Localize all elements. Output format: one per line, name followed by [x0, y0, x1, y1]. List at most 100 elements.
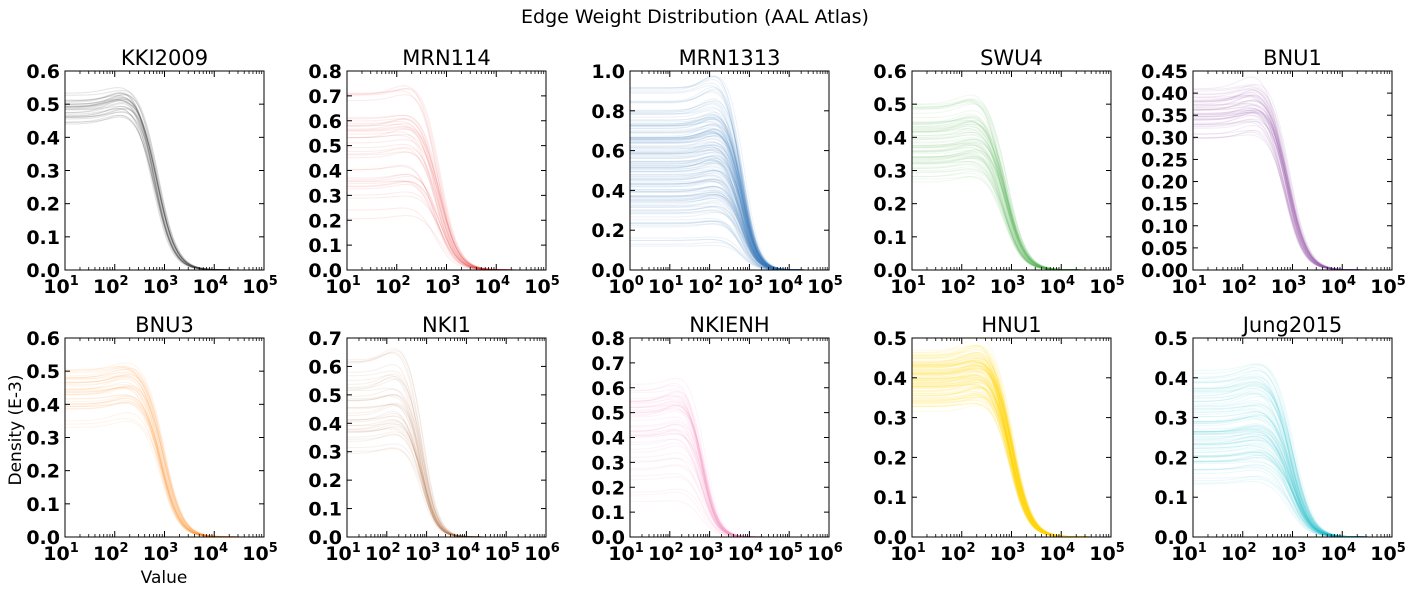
series-line [912, 157, 1111, 270]
series-line [912, 150, 1111, 270]
series-line [347, 394, 546, 537]
x-tick-label: 104 [193, 541, 229, 565]
series-curves [912, 94, 1111, 270]
x-tick-label: 102 [93, 274, 129, 298]
x-tick-label: 101 [43, 541, 79, 565]
y-tick-label: 0.4 [308, 161, 342, 183]
y-tick-label: 0.1 [26, 494, 60, 516]
y-tick-label: 0.3 [26, 428, 60, 450]
series-line [630, 404, 829, 537]
y-tick-label: 0.4 [1154, 368, 1188, 390]
series-line [630, 500, 829, 537]
series-line [347, 378, 546, 537]
x-tick-label: 105 [1089, 274, 1125, 298]
series-line [912, 168, 1111, 270]
series-line [347, 207, 546, 270]
series-line [347, 375, 546, 537]
panel-title: KKI2009 [121, 46, 208, 70]
y-tick-label: 0.5 [1154, 328, 1188, 350]
series-line [630, 488, 829, 537]
y-tick-label: 0.40 [1141, 83, 1188, 105]
series-line [630, 238, 829, 270]
series-line [347, 151, 546, 270]
series-line [1193, 94, 1392, 270]
x-tick-label: 102 [648, 541, 684, 565]
series-line [65, 108, 264, 270]
panel-title: MRN114 [402, 46, 491, 70]
x-tick-label: 101 [1171, 541, 1207, 565]
panel-bnu1: BNU1 0.000.050.100.150.200.250.300.350.40… [1141, 46, 1406, 298]
series-line [912, 172, 1111, 270]
axes-frame [346, 337, 547, 538]
y-tick-label: 0.0 [591, 260, 625, 282]
y-tick-label: 0.6 [873, 61, 907, 83]
series-line [1193, 476, 1392, 537]
series-line [1193, 89, 1392, 270]
series-line [347, 364, 546, 537]
series-line [347, 395, 546, 537]
y-tick-label: 0.4 [26, 394, 60, 416]
x-tick-label: 102 [375, 274, 411, 298]
y-tick-label: 0.2 [1154, 447, 1188, 469]
series-line [630, 401, 829, 537]
series-line [65, 87, 264, 270]
y-tick-label: 0.0 [308, 527, 342, 549]
series-line [630, 423, 829, 537]
x-tick-label: 101 [608, 541, 644, 565]
series-line [630, 223, 829, 270]
y-tick-label: 0.1 [308, 235, 342, 257]
series-line [1193, 469, 1392, 537]
series-line [630, 391, 829, 537]
series-line [347, 404, 546, 537]
x-tick-label: 102 [940, 274, 976, 298]
series-line [65, 99, 264, 270]
y-tick-label: 0.30 [1141, 127, 1188, 149]
x-tick-label: 103 [1271, 274, 1307, 298]
y-tick-label: 0.1 [873, 487, 907, 509]
axes-frame [64, 337, 265, 538]
series-line [912, 116, 1111, 270]
series-line [912, 175, 1111, 270]
series-line [65, 105, 264, 270]
y-tick-label: 0.4 [308, 413, 342, 435]
series-line [347, 126, 546, 270]
series-line [912, 125, 1111, 270]
series-line [65, 100, 264, 270]
series-line [1193, 481, 1392, 537]
y-tick-label: 0.3 [873, 161, 907, 183]
x-tick-label: 103 [405, 541, 441, 565]
series-line [347, 421, 546, 537]
series-line [630, 220, 829, 270]
series-line [347, 180, 546, 270]
series-line [65, 116, 264, 270]
series-line [912, 143, 1111, 270]
y-tick-label: 0.1 [873, 227, 907, 249]
series-line [347, 183, 546, 270]
x-tick-label: 105 [484, 541, 520, 565]
x-tick-label: 101 [890, 274, 926, 298]
series-line [912, 121, 1111, 270]
x-tick-label: 101 [890, 541, 926, 565]
y-tick-label: 1.0 [591, 61, 625, 83]
x-tick-label: 104 [767, 274, 803, 298]
series-line [630, 404, 829, 537]
series-line [630, 395, 829, 537]
y-tick-label: 0.25 [1141, 149, 1188, 171]
series-line [347, 134, 546, 270]
y-tick-label: 0.2 [26, 461, 60, 483]
series-line [912, 120, 1111, 270]
series-line [630, 424, 829, 537]
x-tick-label: 103 [990, 541, 1026, 565]
y-tick-label: 0.2 [591, 477, 625, 499]
series-line [630, 445, 829, 537]
y-tick-label: 0.2 [591, 220, 625, 242]
y-tick-label: 0.4 [873, 368, 907, 390]
series-line [347, 123, 546, 270]
y-tick-label: 0.0 [26, 527, 60, 549]
series-line [630, 398, 829, 537]
series-line [347, 352, 546, 537]
series-line [347, 374, 546, 537]
x-tick-label: 103 [990, 274, 1026, 298]
series-line [347, 403, 546, 537]
panel-title: NKI1 [422, 313, 471, 337]
